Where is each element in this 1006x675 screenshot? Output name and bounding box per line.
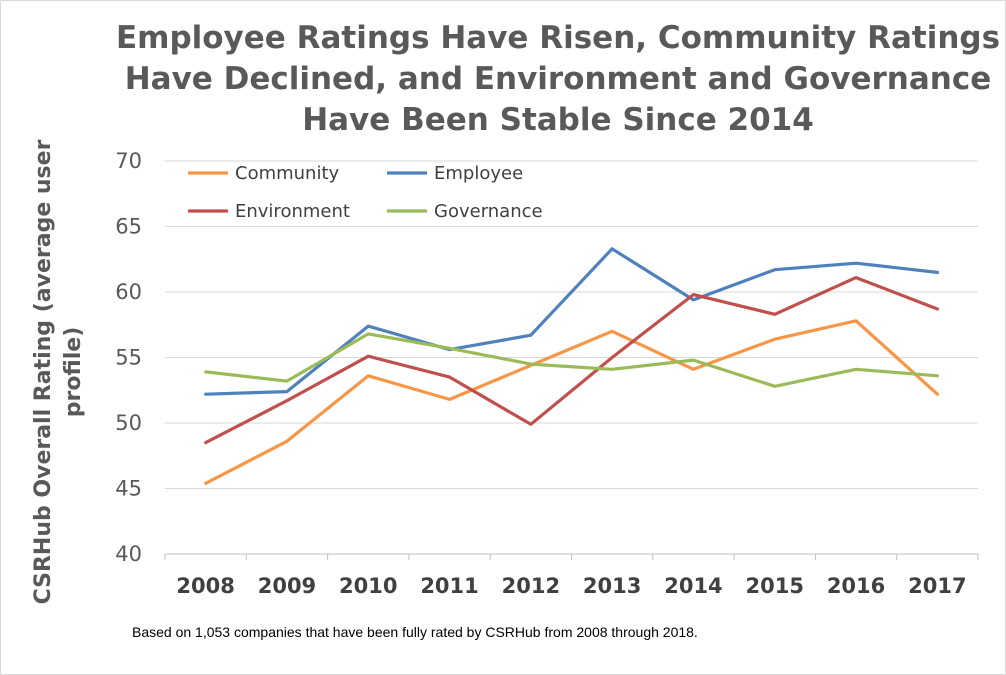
series-lines xyxy=(204,247,940,485)
x-tick-label: 2015 xyxy=(746,574,804,598)
title-line: Employee Ratings Have Risen, Community R… xyxy=(116,20,1000,56)
legend-label-governance: Governance xyxy=(434,201,543,222)
series-line-community xyxy=(204,319,940,485)
gridlines xyxy=(165,160,978,489)
x-tick-label: 2012 xyxy=(502,574,560,598)
x-tick-label: 2011 xyxy=(420,574,478,598)
x-tick-label: 2016 xyxy=(827,574,885,598)
y-tick-label: 65 xyxy=(115,215,142,239)
y-axis-ticks: 40 45 50 55 60 65 70 xyxy=(115,149,142,566)
footnote: Based on 1,053 companies that have been … xyxy=(132,624,698,640)
title-line: Have Declined, and Environment and Gover… xyxy=(125,61,992,97)
series-line-environment xyxy=(204,276,940,445)
y-tick-label: 70 xyxy=(115,149,142,173)
y-tick-label: 50 xyxy=(115,411,142,435)
series-line-employee xyxy=(204,247,940,396)
legend-label-environment: Environment xyxy=(235,201,350,222)
series-line-governance xyxy=(204,332,940,388)
y-tick-label: 40 xyxy=(115,542,142,566)
x-tick-label: 2008 xyxy=(176,574,234,598)
legend-label-community: Community xyxy=(235,163,340,184)
x-tick-label: 2009 xyxy=(258,574,316,598)
x-tick-label: 2013 xyxy=(583,574,641,598)
y-axis-label-line: CSRHub Overall Rating (average user xyxy=(31,139,56,604)
x-axis: 2008 2009 2010 2011 2012 2013 2014 2015 2016 2017 xyxy=(164,553,979,598)
x-tick-label: 2014 xyxy=(664,574,722,598)
y-axis-label-line: profile) xyxy=(61,327,86,418)
y-tick-label: 45 xyxy=(115,477,142,501)
title-line: Have Been Stable Since 2014 xyxy=(302,102,814,138)
y-tick-label: 60 xyxy=(115,280,142,304)
x-tick-label: 2010 xyxy=(339,574,397,598)
y-tick-label: 55 xyxy=(115,346,142,370)
y-axis-label: CSRHub Overall Rating (average user profi… xyxy=(31,139,86,604)
chart-title: Employee Ratings Have Risen, Community R… xyxy=(116,20,1000,138)
legend: Community Employee Environment Governance xyxy=(188,163,543,222)
x-tick-label: 2017 xyxy=(908,574,966,598)
legend-label-employee: Employee xyxy=(434,163,523,184)
